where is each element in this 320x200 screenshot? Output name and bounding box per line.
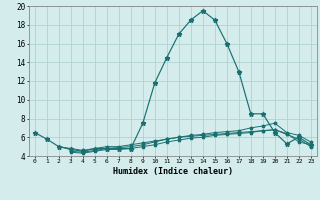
X-axis label: Humidex (Indice chaleur): Humidex (Indice chaleur) <box>113 167 233 176</box>
